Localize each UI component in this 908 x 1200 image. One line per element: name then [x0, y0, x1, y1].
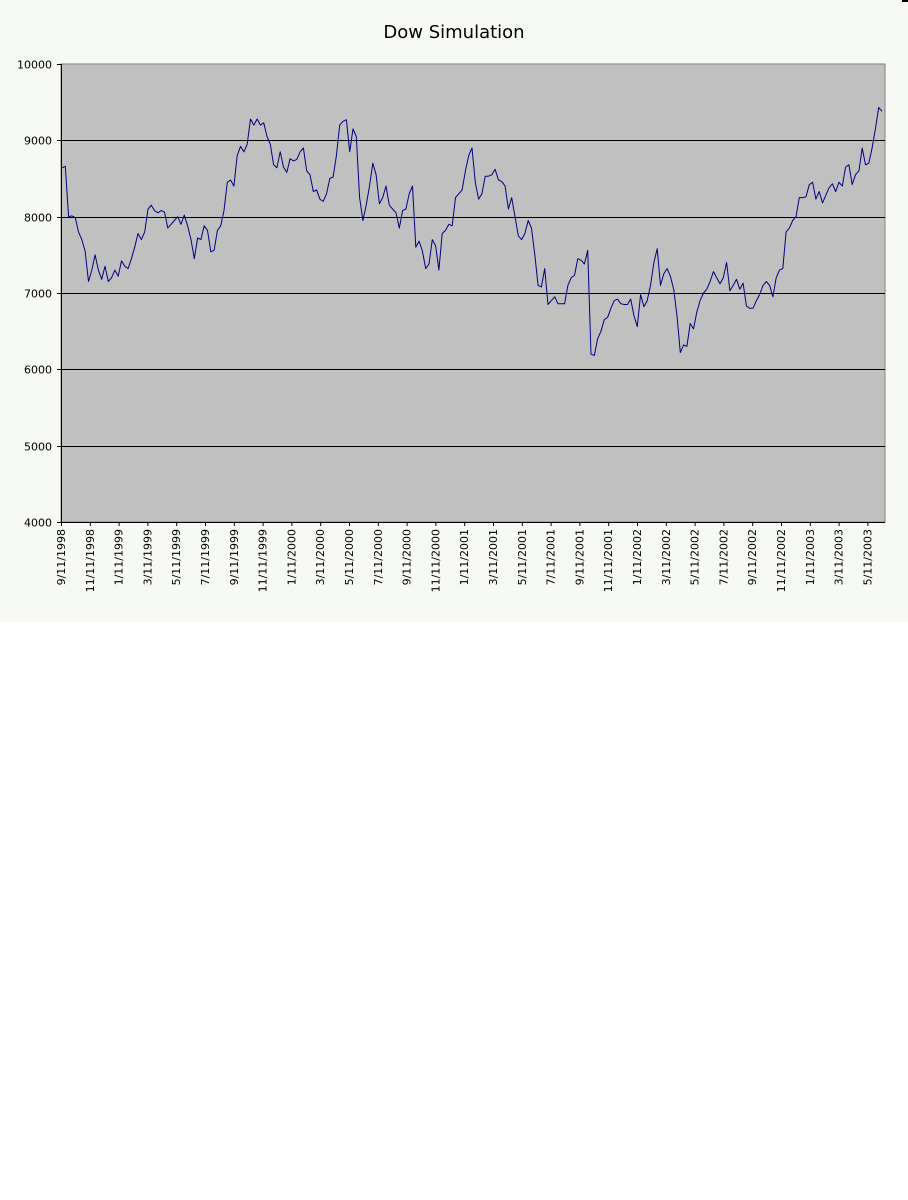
x-tick-label: 5/11/2003: [861, 529, 874, 585]
x-tick-label: 7/11/2000: [372, 529, 385, 585]
x-tick-label: 5/11/2000: [343, 529, 356, 585]
x-tick-label: 3/11/1999: [141, 529, 154, 585]
y-axis-tick-labels: 4000 5000 6000 7000 8000 9000 10000: [17, 59, 52, 530]
x-tick-label: 9/11/1998: [55, 529, 68, 585]
chart-title: Dow Simulation: [383, 22, 525, 43]
x-tick-label: 7/11/1999: [199, 529, 212, 585]
chart-area: Dow Simulation 4000 5000 6000 7000 8000 9000 1…: [0, 0, 908, 622]
x-tick-label: 7/11/2001: [545, 529, 558, 585]
x-tick-label: 5/11/2002: [689, 529, 702, 585]
y-tick-label: 5000: [24, 441, 52, 454]
y-tick-label: 4000: [24, 517, 52, 530]
y-tick-label: 8000: [24, 212, 52, 225]
x-tick-label: 9/11/2001: [573, 529, 586, 585]
y-tick-label: 6000: [24, 364, 52, 377]
x-tick-label: 5/11/1999: [170, 529, 183, 585]
x-tick-label: 11/11/1999: [257, 529, 270, 592]
x-tick-label: 3/11/2001: [487, 529, 500, 585]
x-tick-label: 11/11/1998: [84, 529, 97, 592]
y-tick-label: 9000: [24, 135, 52, 148]
x-tick-label: 5/11/2001: [516, 529, 529, 585]
x-tick-label: 3/11/2003: [833, 529, 846, 585]
x-tick-label: 1/11/2000: [285, 529, 298, 585]
x-tick-label: 7/11/2002: [717, 529, 730, 585]
gridlines: [61, 140, 885, 447]
x-tick-label: 9/11/2000: [401, 529, 414, 585]
x-tick-label: 11/11/2000: [429, 529, 442, 592]
series-line: [61, 107, 883, 357]
x-tick-label: 11/11/2001: [602, 529, 615, 592]
x-tick-label: 11/11/2002: [775, 529, 788, 592]
corner-mark: [902, 0, 908, 2]
x-tick-label: 1/11/2002: [631, 529, 644, 585]
x-tick-label: 9/11/2002: [746, 529, 759, 585]
axes: [57, 64, 885, 526]
x-tick-label: 3/11/2000: [314, 529, 327, 585]
x-tick-label: 1/11/1999: [113, 529, 126, 585]
x-tick-label: 9/11/1999: [228, 529, 241, 585]
y-tick-label: 10000: [17, 59, 52, 72]
x-tick-label: 1/11/2001: [458, 529, 471, 585]
series-layer: [61, 107, 883, 357]
x-tick-label: 1/11/2003: [804, 529, 817, 585]
dow-simulation-chart: 4000 5000 6000 7000 8000 9000 10000 9/11/1998 1…: [17, 59, 886, 592]
x-axis-tick-labels: 9/11/1998 11/11/1998 1/11/1999 3/11/1999 5/1…: [55, 529, 874, 592]
y-tick-label: 7000: [24, 288, 52, 301]
x-tick-label: 3/11/2002: [660, 529, 673, 585]
